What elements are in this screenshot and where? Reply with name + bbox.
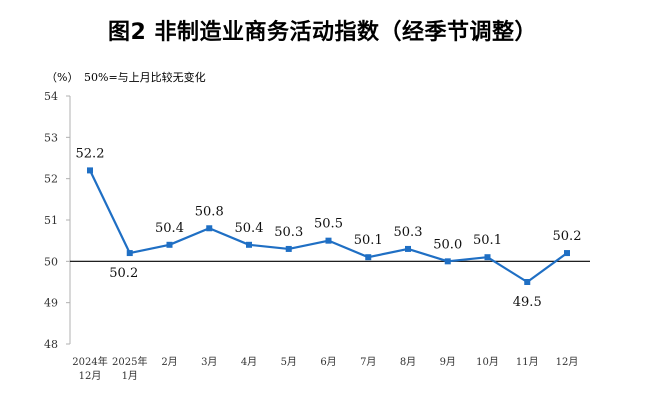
x-tick-label: 7月 [360,356,376,368]
data-label: 50.1 [473,233,502,248]
data-point-marker [444,258,451,265]
data-label: 50.3 [274,225,303,240]
x-tick-label: 1月 [122,370,138,382]
data-point-marker [365,254,372,261]
data-point-marker [405,245,411,252]
data-point-marker [564,250,570,257]
y-axis-unit-label: （%） [46,71,78,84]
data-label: 50.2 [109,266,138,281]
reference-note: 50%=与上月比较无变化 [84,70,206,84]
data-label: 49.5 [513,295,542,310]
x-tick-label: 2月 [161,356,177,368]
x-tick-label: 8月 [400,356,416,368]
data-label: 50.2 [553,229,582,244]
data-label: 50.4 [235,221,264,236]
data-point-marker [285,245,292,252]
x-tick-label: 2025年 [112,355,147,368]
data-point-marker [87,167,93,174]
x-tick-label: 11月 [516,356,539,368]
y-tick-label: 52 [44,173,58,186]
y-tick-label: 50 [44,255,58,268]
chart-title: 图2 非制造业商务活动指数（经季节调整） [108,20,537,45]
x-tick-label: 9月 [440,356,456,368]
data-label: 50.1 [354,233,383,248]
y-tick-label: 49 [44,297,58,310]
y-tick-label: 51 [44,214,58,227]
x-tick-label: 10月 [476,356,499,368]
y-tick-label: 48 [44,338,58,351]
data-label: 50.5 [314,217,343,232]
x-tick-label: 12月 [556,356,579,368]
x-tick-label: 6月 [320,356,336,368]
x-tick-label: 3月 [201,356,217,368]
data-point-marker [246,241,252,248]
x-tick-label: 4月 [241,356,257,368]
y-tick-label: 53 [44,131,58,144]
data-point-marker [206,225,213,232]
data-label: 50.8 [195,204,224,219]
data-point-marker [325,237,332,244]
x-tick-label: 2024年 [72,355,107,368]
data-point-marker [126,250,133,257]
data-label: 50.3 [394,225,423,240]
x-tick-label: 5月 [281,356,297,368]
data-point-marker [484,254,491,261]
y-tick-label: 54 [44,90,58,103]
data-point-marker [166,241,173,248]
data-label: 50.4 [155,221,184,236]
data-label: 52.2 [76,146,105,161]
x-tick-label: 12月 [79,370,102,382]
data-point-marker [524,279,531,285]
data-label: 50.0 [433,237,462,252]
